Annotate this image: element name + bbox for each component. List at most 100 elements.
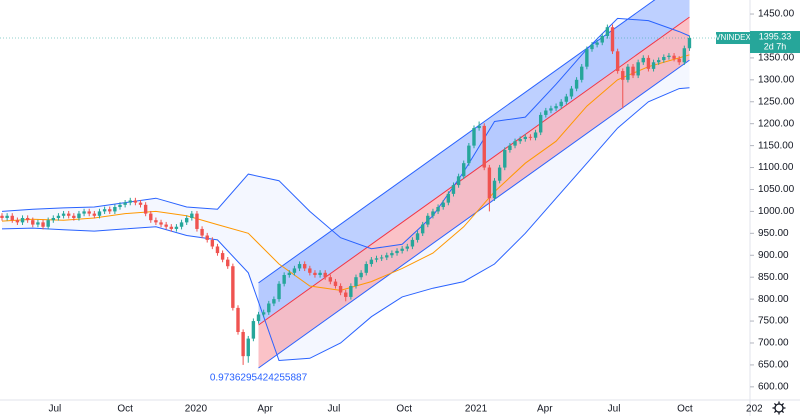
candle-body (426, 215, 430, 225)
candle-body (41, 222, 45, 227)
candle-body (5, 215, 9, 218)
candle-body (25, 217, 30, 221)
candle-body (36, 222, 40, 225)
candle-body (503, 150, 507, 168)
y-tick-label: 750.00 (758, 316, 789, 327)
y-tick-label: 1250.00 (758, 96, 795, 107)
candle-body (108, 209, 112, 212)
candle-body (390, 253, 394, 256)
candle-body (487, 167, 492, 199)
candle-body (590, 44, 594, 50)
candle-body (149, 213, 153, 221)
candle-body (267, 303, 271, 313)
plot-area: 0.9736295424255887 (0, 0, 750, 384)
candle-body (128, 200, 132, 203)
candle-body (31, 220, 35, 225)
candle-body (508, 145, 512, 150)
candle-body (328, 277, 333, 282)
candle-body (256, 314, 261, 322)
candle-body (251, 321, 256, 339)
y-tick-label: 1200.00 (758, 118, 795, 129)
y-tick-label: 1350.00 (758, 53, 795, 64)
candle-body (344, 292, 348, 297)
x-tick-label: 2022 (746, 404, 769, 415)
candle-body (379, 257, 384, 259)
candle-body (333, 281, 338, 286)
candle-body (102, 209, 107, 212)
candle-body (482, 125, 486, 168)
x-tick-label: Jul (48, 404, 61, 415)
candle-body (195, 213, 199, 229)
candle-body (600, 35, 604, 43)
candle-body (184, 217, 189, 223)
candle-body (66, 213, 71, 216)
band-lower (1, 87, 690, 362)
x-tick-label: Oct (677, 404, 693, 415)
x-tick-label: Oct (117, 404, 133, 415)
y-tick-label: 1150.00 (758, 140, 794, 151)
candle-body (492, 180, 497, 199)
y-tick-label: 900.00 (758, 250, 789, 261)
candle-body (318, 272, 322, 275)
candle-body (123, 202, 127, 205)
candle-body (77, 213, 81, 218)
candle-body (97, 211, 102, 216)
symbol-label-box (716, 32, 750, 45)
candle-body (528, 136, 533, 138)
candle-body (477, 125, 481, 129)
x-tick-label: Oct (396, 404, 412, 415)
candle-body (631, 66, 635, 76)
candle-body (138, 202, 143, 205)
candle-body (261, 312, 266, 315)
candle-body (467, 145, 471, 164)
regression-line (258, 59, 690, 369)
candle-body (667, 55, 671, 58)
candle-body (72, 215, 76, 218)
candle-body (56, 215, 61, 218)
candle-body (282, 275, 286, 284)
candle-body (374, 258, 379, 260)
candle-body (651, 62, 656, 69)
candle-body (569, 88, 574, 97)
settings-button[interactable] (772, 401, 786, 415)
candle-body (636, 62, 640, 76)
candle-body (497, 167, 502, 181)
last-price-box (750, 31, 800, 54)
candle-body (420, 224, 425, 234)
y-tick-label: 650.00 (758, 360, 789, 371)
candle-body (369, 259, 374, 265)
candle-body (549, 108, 553, 111)
candle-body (292, 268, 297, 273)
candle-body (385, 255, 389, 258)
candle-body (656, 60, 661, 63)
y-tick-label: 950.00 (758, 228, 789, 239)
time-axis: Jul Oct 2020 Apr Jul Oct 2021 Apr Jul Oct 2022 (48, 404, 769, 415)
candle-body (605, 27, 610, 36)
candle-body (518, 139, 522, 142)
candle-body (544, 110, 548, 115)
candle-body (190, 213, 194, 218)
candle-body (226, 259, 230, 267)
y-tick-label: 600.00 (758, 381, 789, 392)
candle-body (415, 233, 420, 240)
candle-body (46, 220, 50, 227)
candle-body (538, 114, 543, 133)
candle-body (441, 202, 445, 208)
last-price-label: 1395.33 (759, 31, 792, 41)
x-tick-label: Jul (608, 404, 621, 415)
candle-body (313, 272, 317, 275)
candle-body (61, 213, 66, 216)
candle-body (400, 248, 404, 251)
y-tick-label: 800.00 (758, 294, 789, 305)
candle-body (359, 272, 363, 278)
candle-body (451, 185, 456, 194)
candle-body (456, 176, 461, 186)
countdown-label: 2d 7h (764, 41, 787, 51)
candle-body (405, 246, 409, 249)
candle-body (682, 48, 687, 63)
x-tick-label: 2021 (465, 404, 488, 415)
candle-body (472, 128, 476, 146)
candle-body (641, 57, 645, 63)
candle-body (410, 239, 415, 247)
